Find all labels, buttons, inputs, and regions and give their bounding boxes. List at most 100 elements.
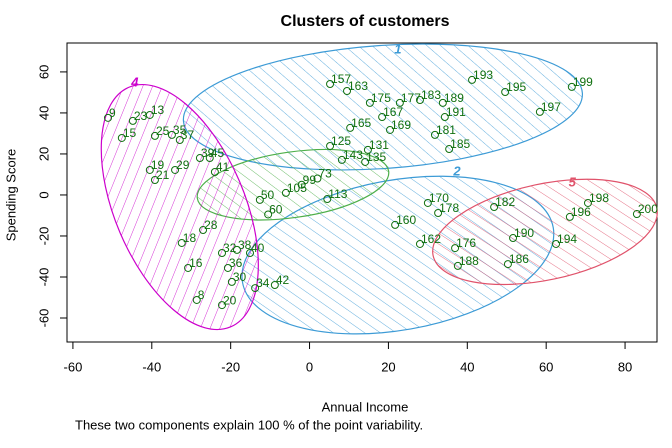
data-point <box>415 239 424 248</box>
data-point <box>326 80 335 89</box>
point-label: 15 <box>123 126 137 140</box>
point-label: 178 <box>439 201 459 215</box>
point-label: 160 <box>396 213 416 227</box>
point-label: 177 <box>401 91 421 105</box>
point-label: 18 <box>183 231 197 245</box>
x-tick-label: 80 <box>618 359 632 374</box>
point-label: 191 <box>446 105 466 119</box>
cluster-ellipse <box>432 178 658 286</box>
x-axis-label: Annual Income <box>322 399 409 414</box>
point-label: 176 <box>456 236 476 250</box>
data-point <box>445 145 454 154</box>
y-tick-label: 60 <box>36 65 51 79</box>
data-point <box>415 96 424 105</box>
point-label: 50 <box>261 188 275 202</box>
data-point <box>326 141 335 150</box>
data-point <box>423 198 432 207</box>
y-axis-label: Spending Score <box>3 149 18 242</box>
data-point <box>434 209 443 218</box>
x-tick-label: 60 <box>539 359 553 374</box>
data-point <box>270 280 279 289</box>
cluster-label: 1 <box>394 41 401 56</box>
point-label: 183 <box>421 88 441 102</box>
point-label: 39 <box>201 146 215 160</box>
point-label: 143 <box>343 148 363 162</box>
point-label: 29 <box>176 158 190 172</box>
data-point <box>438 98 447 107</box>
data-point <box>378 113 387 122</box>
data-point <box>171 165 180 174</box>
x-tick-label: 0 <box>306 359 313 374</box>
plot-frame <box>66 42 658 343</box>
point-label: 40 <box>251 241 265 255</box>
data-point <box>184 263 193 272</box>
y-tick-label: 20 <box>36 147 51 161</box>
data-point <box>440 113 449 122</box>
data-point <box>453 261 462 270</box>
data-point <box>468 75 477 84</box>
point-label: 45 <box>211 146 225 160</box>
point-label: 181 <box>436 123 456 137</box>
data-point <box>632 210 641 219</box>
point-label: 23 <box>134 109 148 123</box>
point-label: 162 <box>421 232 441 246</box>
data-point <box>264 210 273 219</box>
data-point <box>245 248 254 257</box>
point-label: 170 <box>429 191 449 205</box>
data-point <box>145 165 154 174</box>
point-label: 42 <box>276 273 290 287</box>
data-point <box>217 248 226 257</box>
data-point <box>128 116 137 125</box>
x-tick-label: -60 <box>64 359 83 374</box>
y-tick-label: -60 <box>36 309 51 328</box>
point-label: 73 <box>318 167 332 181</box>
point-label: 28 <box>204 218 218 232</box>
point-label: 131 <box>369 138 389 152</box>
y-tick-label: 40 <box>36 106 51 120</box>
data-point <box>199 226 208 235</box>
point-label: 8 <box>198 288 205 302</box>
data-point <box>365 98 374 107</box>
data-point <box>535 107 544 116</box>
point-label: 19 <box>151 158 165 172</box>
data-point <box>583 198 592 207</box>
data-point <box>145 110 154 119</box>
y-tick-label: -20 <box>36 227 51 246</box>
x-tick-label: -40 <box>142 359 161 374</box>
data-point <box>167 130 176 139</box>
point-label: 135 <box>366 150 386 164</box>
data-point <box>175 136 184 145</box>
data-point <box>391 220 400 229</box>
point-label: 125 <box>331 134 351 148</box>
point-label: 186 <box>509 252 529 266</box>
point-label: 197 <box>541 100 561 114</box>
point-label: 35 <box>173 123 187 137</box>
point-label: 30 <box>233 270 247 284</box>
point-label: 199 <box>573 75 593 89</box>
chart-title: Clusters of customers <box>281 13 450 30</box>
point-label: 163 <box>348 79 368 93</box>
data-point <box>195 154 204 163</box>
data-point <box>430 130 439 139</box>
point-label: 60 <box>269 203 283 217</box>
point-label: 194 <box>557 232 577 246</box>
point-label: 190 <box>514 226 534 240</box>
point-label: 105 <box>287 181 307 195</box>
y-tick-label: -40 <box>36 268 51 287</box>
point-label: 9 <box>109 106 116 120</box>
point-label: 165 <box>351 116 371 130</box>
data-point <box>223 263 232 272</box>
point-label: 25 <box>156 124 170 138</box>
point-label: 20 <box>223 293 237 307</box>
data-point <box>192 295 201 304</box>
point-label: 195 <box>506 80 526 94</box>
point-label: 167 <box>383 105 403 119</box>
data-point <box>177 238 186 247</box>
data-point <box>501 88 510 97</box>
data-point <box>386 125 395 134</box>
point-label: 196 <box>571 205 591 219</box>
x-tick-label: -20 <box>221 359 240 374</box>
point-label: 188 <box>459 254 479 268</box>
cluster-label: 2 <box>452 163 461 178</box>
data-point <box>490 203 499 212</box>
